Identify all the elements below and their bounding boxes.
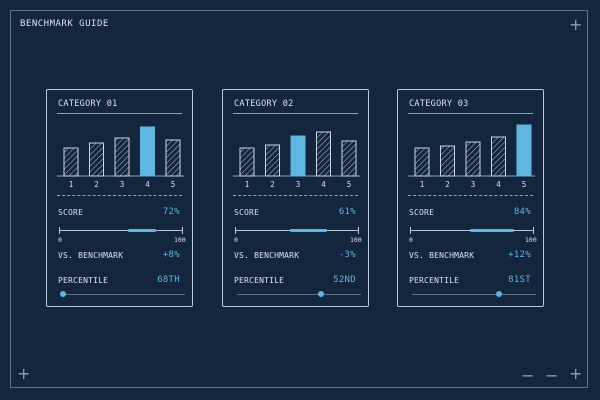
percentile-track bbox=[237, 294, 361, 295]
benchmark-value: +12% bbox=[508, 250, 531, 260]
bar bbox=[316, 131, 331, 177]
score-label: SCORE bbox=[234, 208, 260, 217]
bar-highlighted bbox=[290, 135, 306, 177]
percentile-track bbox=[61, 294, 185, 295]
bar bbox=[341, 140, 357, 177]
card-title: CATEGORY 03 bbox=[409, 99, 469, 109]
x-tick-label: 2 bbox=[94, 180, 99, 189]
percentile-marker bbox=[318, 291, 325, 297]
x-tick-label: 5 bbox=[522, 180, 527, 189]
scale-min-label: 0 bbox=[409, 236, 413, 244]
score-range-bar bbox=[469, 229, 515, 232]
x-tick-label: 4 bbox=[321, 180, 326, 189]
percentile-label: PERCENTILE bbox=[409, 276, 460, 285]
bar-highlighted bbox=[516, 124, 532, 177]
scale-min-label: 0 bbox=[234, 236, 238, 244]
x-tick-label: 1 bbox=[69, 180, 74, 189]
score-range-bar bbox=[289, 229, 327, 232]
percentile-marker bbox=[495, 291, 502, 297]
bar-chart: 1 2 3 4 5 bbox=[57, 126, 184, 189]
category-card: CATEGORY 02 SCORE 61% 0 100 VS. BENCHMAR… bbox=[222, 89, 369, 307]
x-tick-label: 2 bbox=[445, 180, 450, 189]
scale-min-label: 0 bbox=[58, 236, 62, 244]
minus-icon: − bbox=[521, 366, 535, 385]
card-title: CATEGORY 02 bbox=[234, 99, 294, 109]
score-label: SCORE bbox=[58, 208, 84, 217]
benchmark-label: VS. BENCHMARK bbox=[234, 251, 300, 260]
bar bbox=[440, 145, 455, 177]
plus-icon: + bbox=[569, 15, 583, 34]
outer-frame bbox=[10, 10, 588, 388]
x-tick-label: 3 bbox=[471, 180, 476, 189]
x-tick-label: 5 bbox=[171, 180, 176, 189]
percentile-label: PERCENTILE bbox=[234, 276, 285, 285]
bar bbox=[63, 147, 79, 177]
x-tick-label: 5 bbox=[347, 180, 352, 189]
app-title: BENCHMARK GUIDE bbox=[20, 19, 109, 29]
bar-highlighted bbox=[140, 126, 155, 177]
bar bbox=[89, 142, 104, 177]
benchmark-label: VS. BENCHMARK bbox=[58, 251, 124, 260]
scale-max-label: 100 bbox=[525, 236, 537, 244]
score-range-bar bbox=[128, 229, 156, 232]
bar bbox=[491, 136, 506, 177]
bar bbox=[414, 147, 430, 177]
scale-max-label: 100 bbox=[350, 236, 362, 244]
title-divider bbox=[233, 113, 358, 114]
bar bbox=[465, 141, 481, 177]
bar bbox=[165, 139, 181, 177]
plus-icon: + bbox=[569, 364, 583, 383]
scale-tick-min bbox=[410, 227, 411, 234]
score-scale bbox=[59, 230, 183, 231]
percentile-value: 52ND bbox=[333, 275, 356, 285]
percentile-value: 81ST bbox=[508, 275, 531, 285]
benchmark-value: +8% bbox=[162, 250, 180, 260]
card-title: CATEGORY 01 bbox=[58, 99, 118, 109]
score-value: 61% bbox=[338, 207, 356, 217]
x-tick-label: 3 bbox=[120, 180, 125, 189]
bar-chart: 1 2 3 4 5 bbox=[408, 124, 535, 189]
title-divider bbox=[408, 113, 533, 114]
bar bbox=[114, 137, 130, 177]
x-tick-label: 1 bbox=[245, 180, 250, 189]
x-tick-label: 4 bbox=[496, 180, 501, 189]
bar bbox=[265, 144, 280, 177]
dashed-divider bbox=[408, 195, 533, 196]
category-card: CATEGORY 03 SCORE 84% 0 100 VS. BENCHMAR… bbox=[397, 89, 544, 307]
benchmark-label: VS. BENCHMARK bbox=[409, 251, 475, 260]
scale-tick-min bbox=[235, 227, 236, 234]
dashed-divider bbox=[233, 195, 358, 196]
bar bbox=[239, 147, 255, 177]
scale-tick-min bbox=[59, 227, 60, 234]
plus-icon: + bbox=[17, 364, 31, 383]
percentile-value: 68TH bbox=[157, 275, 180, 285]
x-tick-label: 1 bbox=[420, 180, 425, 189]
title-divider bbox=[57, 113, 182, 114]
scale-tick-max bbox=[182, 227, 183, 234]
percentile-track bbox=[412, 294, 536, 295]
scale-tick-max bbox=[358, 227, 359, 234]
score-value: 72% bbox=[162, 207, 180, 217]
percentile-label: PERCENTILE bbox=[58, 276, 109, 285]
x-tick-label: 3 bbox=[296, 180, 301, 189]
x-tick-label: 4 bbox=[145, 180, 150, 189]
scale-tick-max bbox=[533, 227, 534, 234]
scale-max-label: 100 bbox=[174, 236, 186, 244]
percentile-marker bbox=[60, 291, 67, 297]
dashed-divider bbox=[57, 195, 182, 196]
category-card: CATEGORY 01 SCORE 72% 0 100 VS. BENCHMAR… bbox=[46, 89, 193, 307]
score-label: SCORE bbox=[409, 208, 435, 217]
bar-chart: 1 2 3 4 5 bbox=[233, 131, 360, 189]
minus-icon: − bbox=[545, 366, 559, 385]
x-tick-label: 2 bbox=[270, 180, 275, 189]
benchmark-value: -3% bbox=[338, 250, 356, 260]
score-value: 84% bbox=[513, 207, 531, 217]
